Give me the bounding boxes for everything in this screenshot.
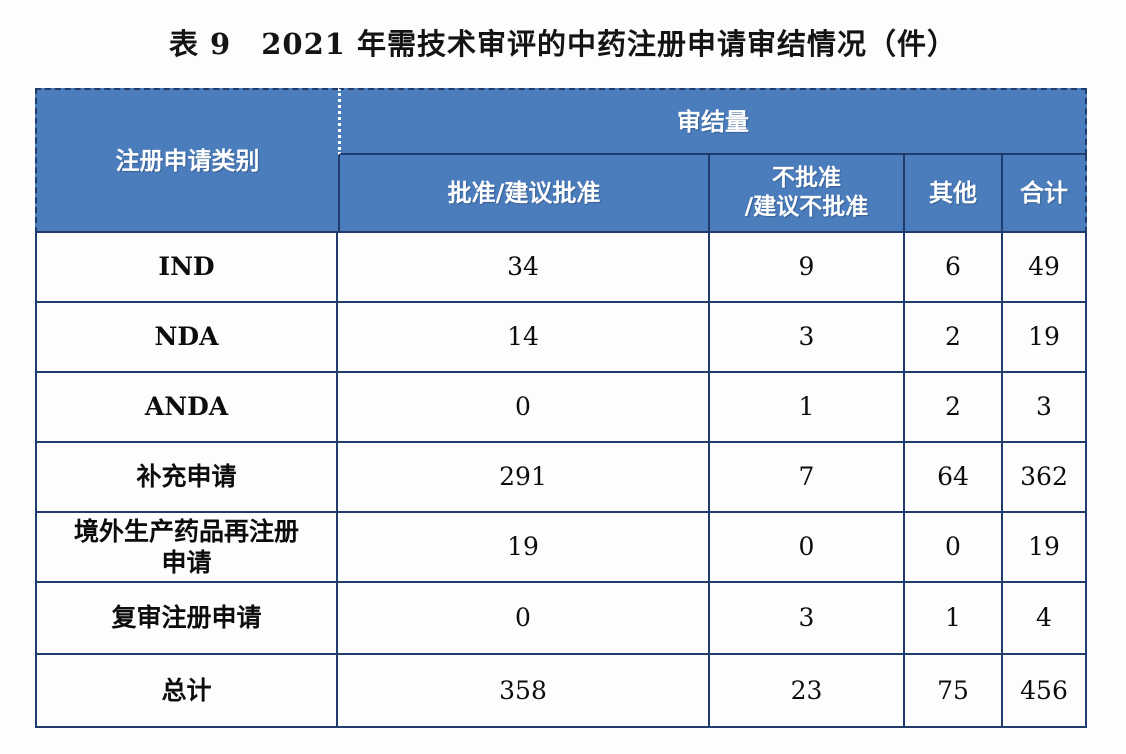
- value-cell: 456: [1003, 655, 1087, 728]
- value-cell: 7: [710, 443, 905, 513]
- header-cell-approved: 批准/建议批准: [338, 155, 710, 233]
- value-cell: 3: [1003, 373, 1087, 443]
- row-label: 总计: [35, 655, 338, 728]
- value-cell: 19: [1003, 513, 1087, 583]
- row-label: IND: [35, 233, 338, 303]
- row-label: 境外生产药品再注册 申请: [35, 513, 338, 583]
- row-label: ANDA: [35, 373, 338, 443]
- value-cell: 1: [905, 583, 1003, 655]
- value-cell: 358: [338, 655, 710, 728]
- header-cell-total: 合计: [1003, 155, 1087, 233]
- value-cell: 19: [1003, 303, 1087, 373]
- value-cell: 75: [905, 655, 1003, 728]
- value-cell: 0: [710, 513, 905, 583]
- value-cell: 9: [710, 233, 905, 303]
- row-label: NDA: [35, 303, 338, 373]
- value-cell: 6: [905, 233, 1003, 303]
- value-cell: 64: [905, 443, 1003, 513]
- value-cell: 3: [710, 303, 905, 373]
- header-cell-not-approved: 不批准 /建议不批准: [710, 155, 905, 233]
- value-cell: 49: [1003, 233, 1087, 303]
- value-cell: 23: [710, 655, 905, 728]
- value-cell: 0: [338, 373, 710, 443]
- row-label: 复审注册申请: [35, 583, 338, 655]
- page-title: 表 9 2021 年需技术审评的中药注册申请审结情况（件）: [168, 27, 958, 61]
- row-label: 补充申请: [35, 443, 338, 513]
- header-cell-other: 其他: [905, 155, 1003, 233]
- value-cell: 34: [338, 233, 710, 303]
- value-cell: 14: [338, 303, 710, 373]
- value-cell: 291: [338, 443, 710, 513]
- value-cell: 2: [905, 373, 1003, 443]
- header-cell-category: 注册申请类别: [35, 88, 338, 233]
- header-cell-review-total: 审结量: [338, 88, 1087, 155]
- value-cell: 19: [338, 513, 710, 583]
- value-cell: 362: [1003, 443, 1087, 513]
- value-cell: 3: [710, 583, 905, 655]
- value-cell: 0: [905, 513, 1003, 583]
- value-cell: 1: [710, 373, 905, 443]
- value-cell: 2: [905, 303, 1003, 373]
- value-cell: 4: [1003, 583, 1087, 655]
- value-cell: 0: [338, 583, 710, 655]
- results-table: 注册申请类别 审结量 批准/建议批准 不批准 /建议不批准 其他 合计 IND …: [35, 88, 1087, 728]
